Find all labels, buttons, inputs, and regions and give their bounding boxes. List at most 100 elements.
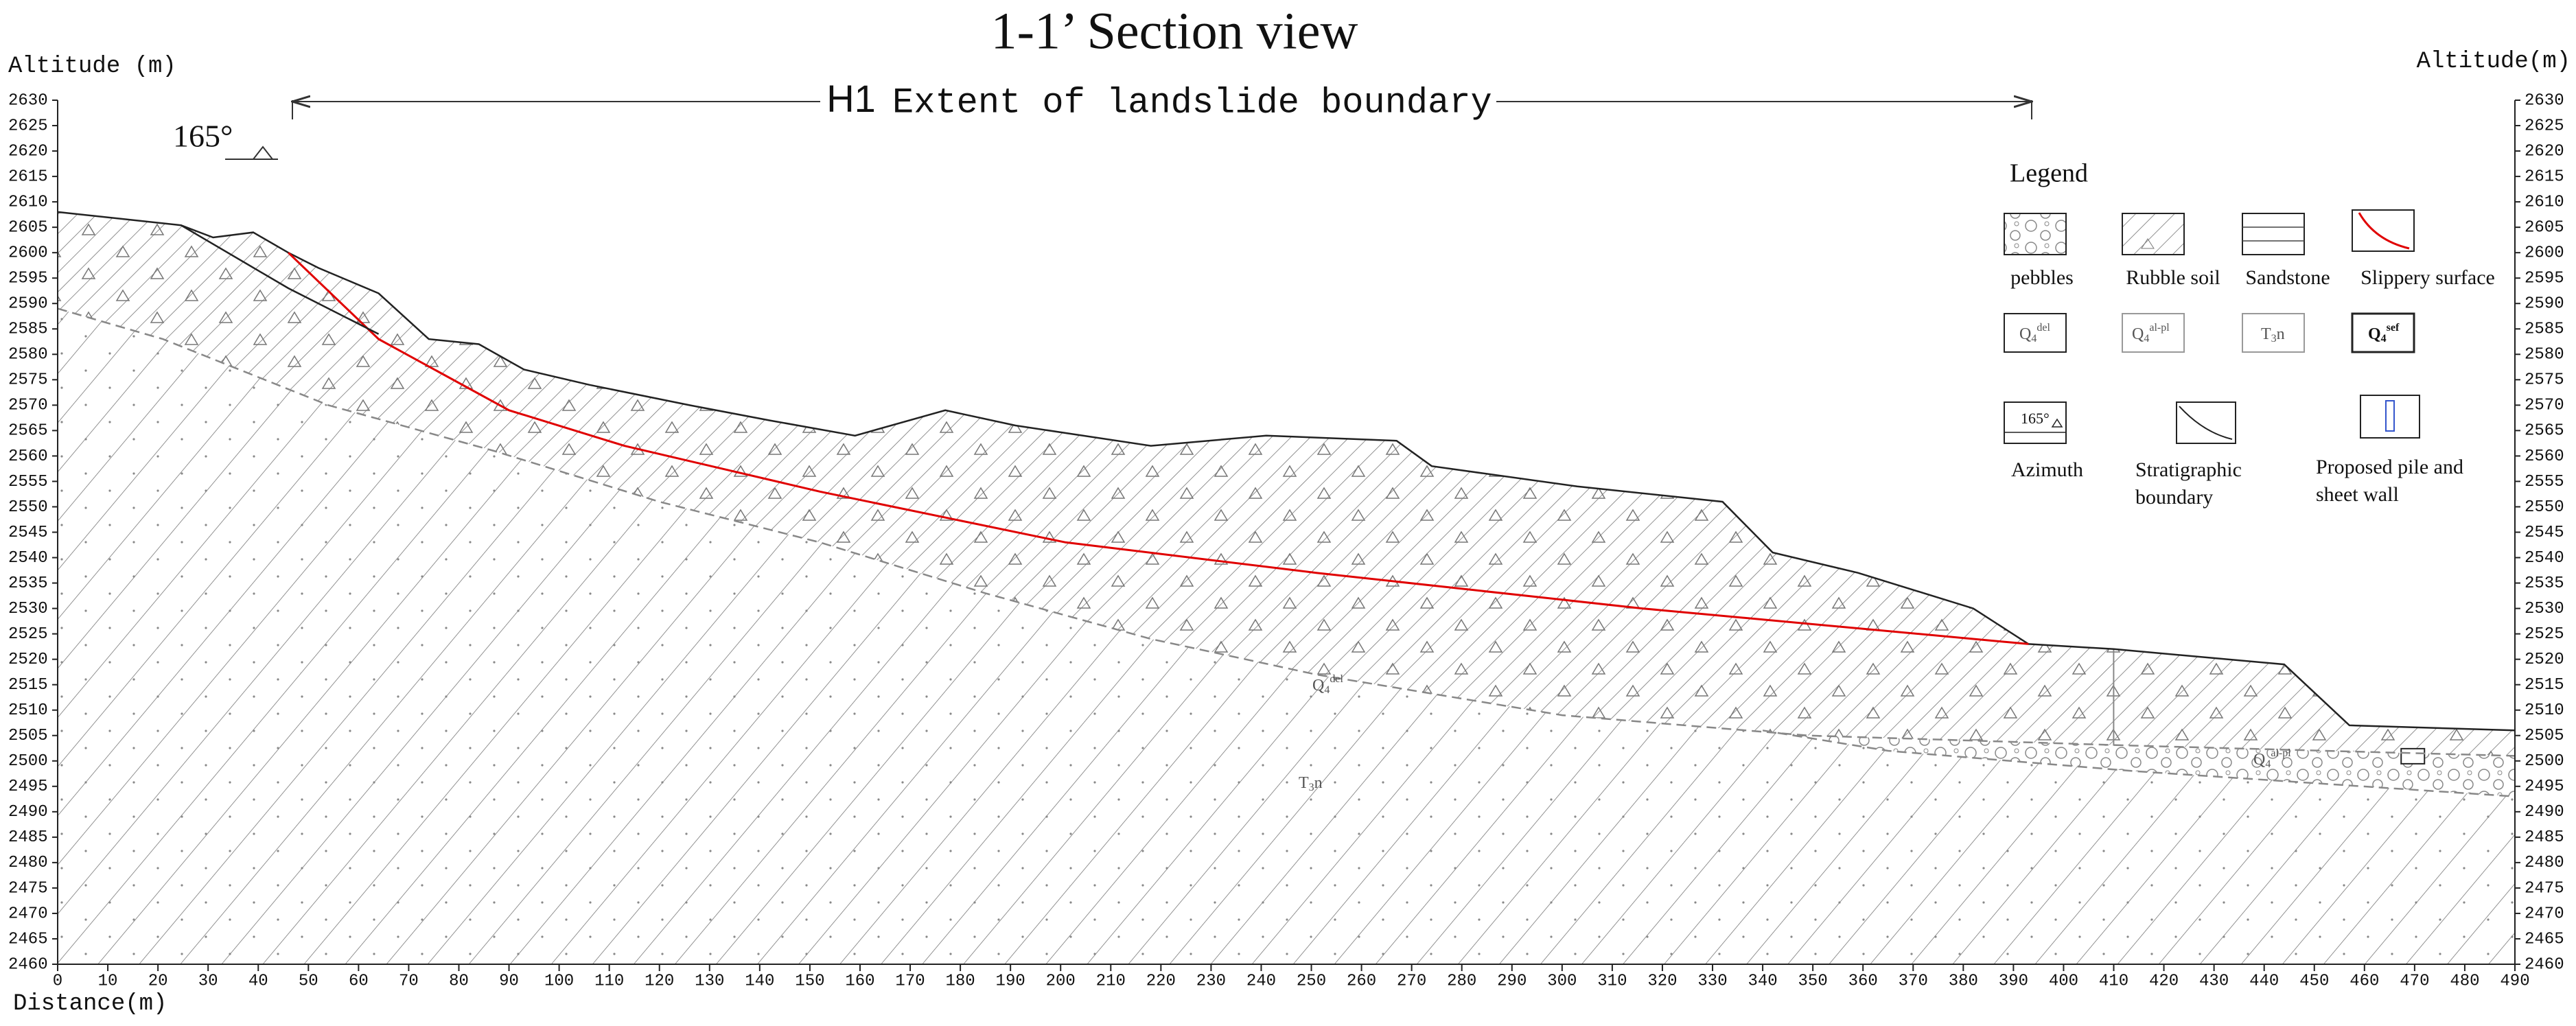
chart-title: 1-1’ Section view [991,2,1358,60]
code-base: Q [2132,325,2144,343]
y-tick-label: 2585 [8,320,48,339]
legend-icon-detail [2051,418,2063,428]
y-tick-label: 2470 [8,905,48,923]
y2-tick-label: 2630 [2525,91,2564,110]
legend-icon [2176,401,2236,444]
extent-label: Extent of landslide boundary [892,83,1492,124]
pebble-area [1763,730,2515,797]
code-sup: del [2037,322,2050,334]
y2-tick-label: 2465 [2525,930,2564,948]
x-tick-label: 290 [1497,972,1527,990]
x-tick-label: 80 [449,972,469,990]
y-tick-label: 2490 [8,803,48,821]
legend-code-box [2004,313,2067,353]
y2-tick-label: 2620 [2525,142,2564,161]
pile-wall [2400,747,2426,765]
x-tick-label: 280 [1447,972,1476,990]
y2-tick-label: 2495 [2525,778,2564,796]
y-tick-label: 2580 [8,346,48,364]
y2-tick-label: 2585 [2525,320,2564,339]
legend-code-box [2122,313,2185,353]
y-tick-label: 2570 [8,397,48,415]
x-tick-label: 490 [2500,972,2529,990]
code-tail: n [2277,325,2285,343]
x-tick-label: 260 [1347,972,1376,990]
y2-tick-label: 2580 [2525,346,2564,364]
y-tick-label: 2500 [8,752,48,771]
code-base: T [2261,325,2271,343]
code-base: Q [1312,677,1324,695]
unit-label: T3n [1299,774,1323,793]
y-tick-label: 2605 [8,218,48,237]
y2-tick-label: 2540 [2525,549,2564,568]
y2-tick-label: 2590 [2525,295,2564,314]
x-tick-label: 120 [645,972,674,990]
y-tick-label: 2480 [8,854,48,872]
code-sup: al-pl [2149,322,2170,334]
y2-tick-label: 2515 [2525,676,2564,695]
y-tick-label: 2565 [8,422,48,441]
x-tick-label: 230 [1196,972,1226,990]
legend-icon [2242,213,2305,255]
extent-id: H1 [826,77,876,120]
y2-tick-label: 2565 [2525,422,2564,441]
code-base: Q [2368,325,2381,343]
x-tick-label: 220 [1146,972,1176,990]
y-tick-label: 2535 [8,574,48,593]
boundary-line [57,307,2516,757]
y2-tick-label: 2475 [2525,879,2564,898]
extent-annotation: H1 Extent of landslide boundary [292,77,2032,124]
x-tick-label: 210 [1096,972,1126,990]
x-tick-label: 20 [148,972,168,990]
legend-code-box [2242,313,2305,353]
x-tick-label: 420 [2149,972,2179,990]
y2-tick-label: 2595 [2525,270,2564,288]
legend-label: Rubble soil [2126,266,2220,289]
x-tick-label: 470 [2400,972,2429,990]
y2-tick-label: 2545 [2525,524,2564,542]
y-tick-label: 2515 [8,676,48,695]
y-tick-label: 2495 [8,778,48,796]
x-tick-label: 40 [248,972,268,990]
x-tick-label: 0 [53,972,62,990]
x-tick-label: 160 [845,972,874,990]
y-tick-label: 2555 [8,473,48,491]
rubble-area-triangles [58,211,2515,756]
y2-tick-label: 2530 [2525,600,2564,618]
y-tick-label: 2575 [8,371,48,390]
x-axis-title: Distance(m) [13,991,167,1017]
x-tick-label: 10 [98,972,118,990]
slip-surface [288,252,2029,645]
y-tick-label: 2475 [8,879,48,898]
x-tick-label: 170 [895,972,925,990]
x-tick-label: 240 [1246,972,1276,990]
y2-tick-label: 2470 [2525,905,2564,923]
y-tick-label: 2620 [8,142,48,161]
x-tick-label: 450 [2299,972,2329,990]
legend-label: sheet wall [2316,483,2399,506]
azimuth-annotation: 165° [173,119,278,160]
x-tick-label: 180 [945,972,975,990]
code-sup: sef [2387,322,2400,334]
legend-label: Sandstone [2245,266,2330,289]
legend-label: pebbles [2010,266,2074,289]
y2-tick-label: 2550 [2525,498,2564,517]
x-tick-label: 400 [2049,972,2078,990]
code-sub: 4 [2265,758,2271,770]
sandstone-area-dots [58,308,2515,965]
x-tick-label: 140 [745,972,774,990]
unit-label: Q4al-pl [2253,747,2291,770]
y-tick-label: 2510 [8,701,48,720]
y-tick-label: 2505 [8,727,48,745]
x-tick-label: 370 [1899,972,1928,990]
x-tick-label: 130 [695,972,724,990]
x-tick-label: 110 [594,972,624,990]
legend-icon-detail [2141,238,2155,249]
x-tick-label: 190 [996,972,1025,990]
legend-label: Stratigraphic [2135,458,2242,481]
unit-label: Q4del [1312,673,1343,696]
code-sub: 4 [2144,333,2149,345]
y-tick-label: 2615 [8,167,48,186]
y2-tick-label: 2505 [2525,727,2564,745]
x-tick-label: 440 [2249,972,2279,990]
